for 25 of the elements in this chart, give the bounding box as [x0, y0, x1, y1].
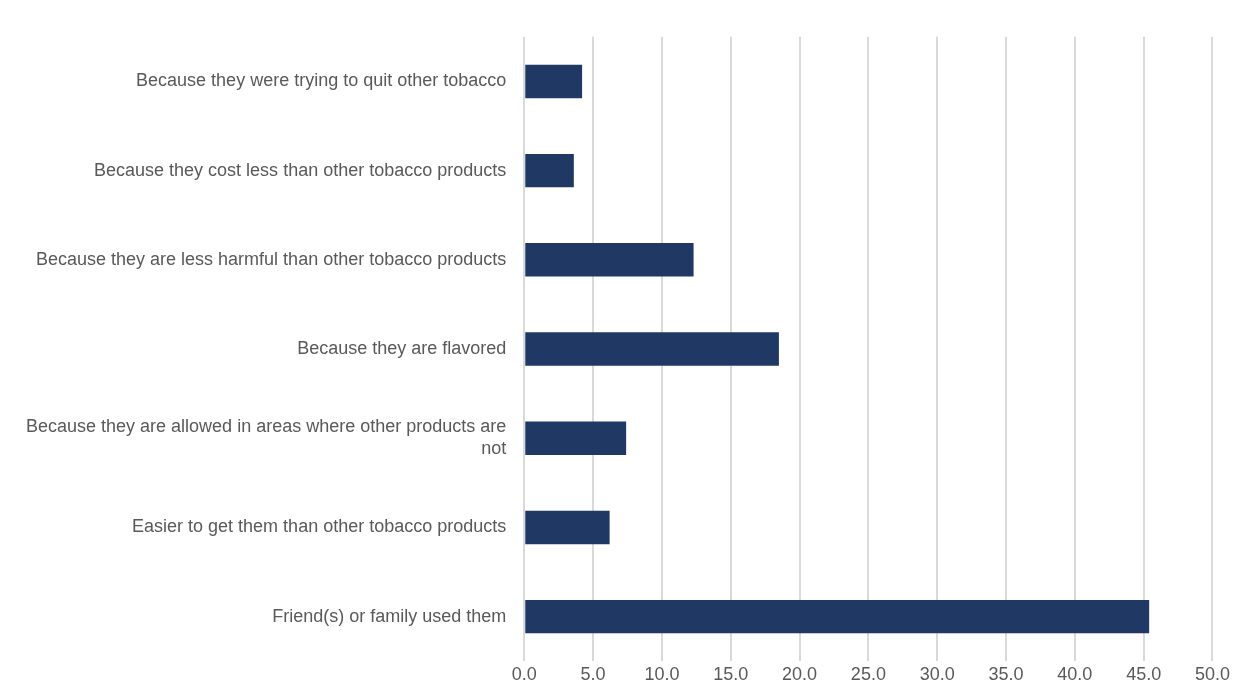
x-tick-label: 15.0 [713, 663, 749, 684]
x-tick-label: 30.0 [919, 663, 955, 684]
x-tick-label: 10.0 [644, 663, 680, 684]
x-tick-label: 0.0 [511, 663, 537, 684]
x-tick-label: 45.0 [1126, 663, 1162, 684]
y-tick-label: Because they were trying to quit other tobacco [136, 70, 507, 91]
x-tick-label: 25.0 [850, 663, 886, 684]
bar [525, 421, 627, 455]
bar [525, 599, 1150, 634]
y-tick-label: Because they are allowed in areas where other products are not [26, 416, 507, 458]
y-tick-label: Friend(s) or family used them [272, 605, 507, 626]
x-tick-label: 40.0 [1057, 663, 1093, 684]
y-tick-label: Because they are flavored [297, 337, 507, 358]
x-tick-label: 5.0 [580, 663, 606, 684]
bar [525, 64, 583, 99]
bar [525, 332, 779, 366]
x-tick-label: 35.0 [988, 663, 1024, 684]
y-tick-label: Easier to get them than other tobacco products [132, 516, 507, 537]
y-tick-label: Because they are less harmful than other tobacco products [36, 248, 507, 269]
x-tick-label: 50.0 [1194, 663, 1231, 684]
x-tick-label: 20.0 [782, 663, 818, 684]
bar [525, 153, 574, 188]
bar [525, 510, 610, 545]
y-tick-label: Because they cost less than other tobacco products [94, 159, 507, 180]
bar [525, 243, 694, 277]
